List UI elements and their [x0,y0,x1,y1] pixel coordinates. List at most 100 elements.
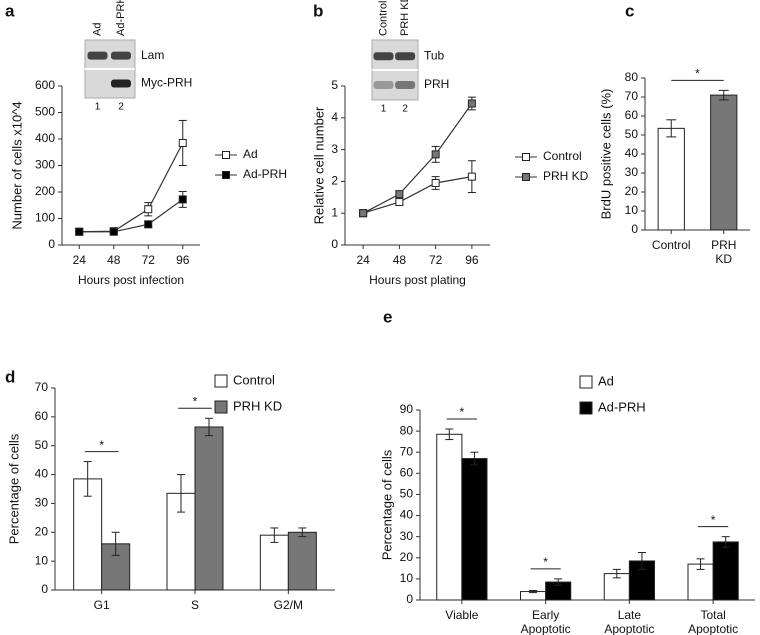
x-axis-label: Hours post plating [369,273,466,287]
y-tick-label: 600 [35,78,55,92]
x-tick-label: S [191,598,199,612]
y-tick-label: 60 [35,409,49,423]
y-tick-label: 10 [400,571,414,585]
marker [522,173,530,181]
x-tick-label: 48 [393,253,407,267]
x-tick-label: G2/M [274,598,303,612]
lane-number: 2 [118,102,124,113]
bar [687,563,714,601]
y-tick-label: 70 [400,444,414,458]
marker [109,227,118,236]
y-tick-label: 70 [625,89,639,103]
legend-label: Control [543,149,582,163]
x-tick-label: 24 [356,253,370,267]
x-tick-label: 72 [142,253,156,267]
marker [144,220,153,229]
y-tick-label: 40 [400,508,414,522]
marker [395,190,404,199]
x-tick-label-line: Apoptotic [688,622,738,635]
legend-label: Ad-PRH [598,399,646,414]
bar [194,426,224,591]
y-tick-label: 40 [625,146,639,160]
bar [259,534,289,591]
y-tick-label: 200 [35,184,55,198]
x-tick-label: PRH KD [711,238,736,266]
y-tick-label: 80 [400,423,414,437]
x-axis-label: Hours post infection [78,273,184,287]
y-tick-label: 5 [331,78,338,92]
y-tick-label: 40 [35,467,49,481]
legend-label: Ad [243,147,258,161]
y-axis-label: Relative cell number [311,106,326,224]
x-tick-label-line: Apoptotic [521,622,571,635]
band-label: Myc-PRH [141,76,192,90]
y-tick-label: 50 [625,127,639,141]
marker [467,99,476,108]
marker [522,153,530,161]
blot-band [395,52,416,61]
bar [73,478,103,591]
legend-swatch [214,374,228,388]
series-line [362,176,472,214]
y-tick-label: 80 [625,70,639,84]
lane-label: Ad-PRH [115,0,127,36]
series-line [79,198,184,233]
y-tick-label: 50 [35,438,49,452]
marker [178,195,187,204]
y-tick-label: 100 [35,211,55,225]
y-tick-label: 300 [35,158,55,172]
x-tick-label: 24 [73,253,87,267]
lane-number: 1 [381,104,387,115]
bar [461,458,488,601]
y-tick-label: 30 [400,529,414,543]
marker [395,198,404,207]
legend-label: PRH KD [233,398,282,413]
marker [178,138,187,147]
x-tick-label: Late Apoptotic [604,608,654,635]
lane-number: 2 [402,104,408,115]
legend-swatch [579,401,593,415]
bar [287,531,317,591]
significance-star: * [460,405,465,419]
x-tick-label: Viable [445,608,478,622]
band-label: Lam [141,48,164,62]
lane-label: Ad [91,23,103,36]
y-tick-label: 30 [35,496,49,510]
marker [359,209,368,218]
marker [75,227,84,236]
significance-star: * [711,513,716,527]
y-axis-label: Number of cells x10^4 [9,101,24,229]
x-tick-label: 72 [429,253,443,267]
y-tick-label: 2 [331,174,338,188]
x-tick-label-line: Late [618,608,642,622]
blot-band [87,51,108,60]
series-line [79,142,184,233]
bar [436,433,463,601]
marker [467,172,476,181]
x-tick-label-line: Early [532,608,559,622]
legend-label: PRH KD [543,169,589,183]
y-tick-label: 0 [406,592,413,606]
y-axis-label: BrdU positive cells (%) [598,89,613,220]
legend-label: Ad [598,373,614,388]
bar [657,127,685,231]
y-tick-label: 4 [331,110,338,124]
marker [222,151,230,159]
blot-band [373,81,394,89]
y-tick-label: 20 [400,550,414,564]
marker [431,150,440,159]
y-tick-label: 10 [625,203,639,217]
x-tick-label: Early Apoptotic [521,608,571,635]
y-axis-label: Percentage of cells [6,433,21,544]
y-tick-label: 0 [631,222,638,236]
series-line [362,103,473,214]
x-tick-label-line: PRH [711,238,736,252]
panel-letter: c [625,1,634,20]
blot-band [373,52,394,61]
significance-star: * [695,67,700,81]
y-tick-label: 50 [400,487,414,501]
significance-star: * [99,438,104,452]
x-tick-label-line: Apoptotic [604,622,654,635]
x-tick-label: 48 [107,253,121,267]
